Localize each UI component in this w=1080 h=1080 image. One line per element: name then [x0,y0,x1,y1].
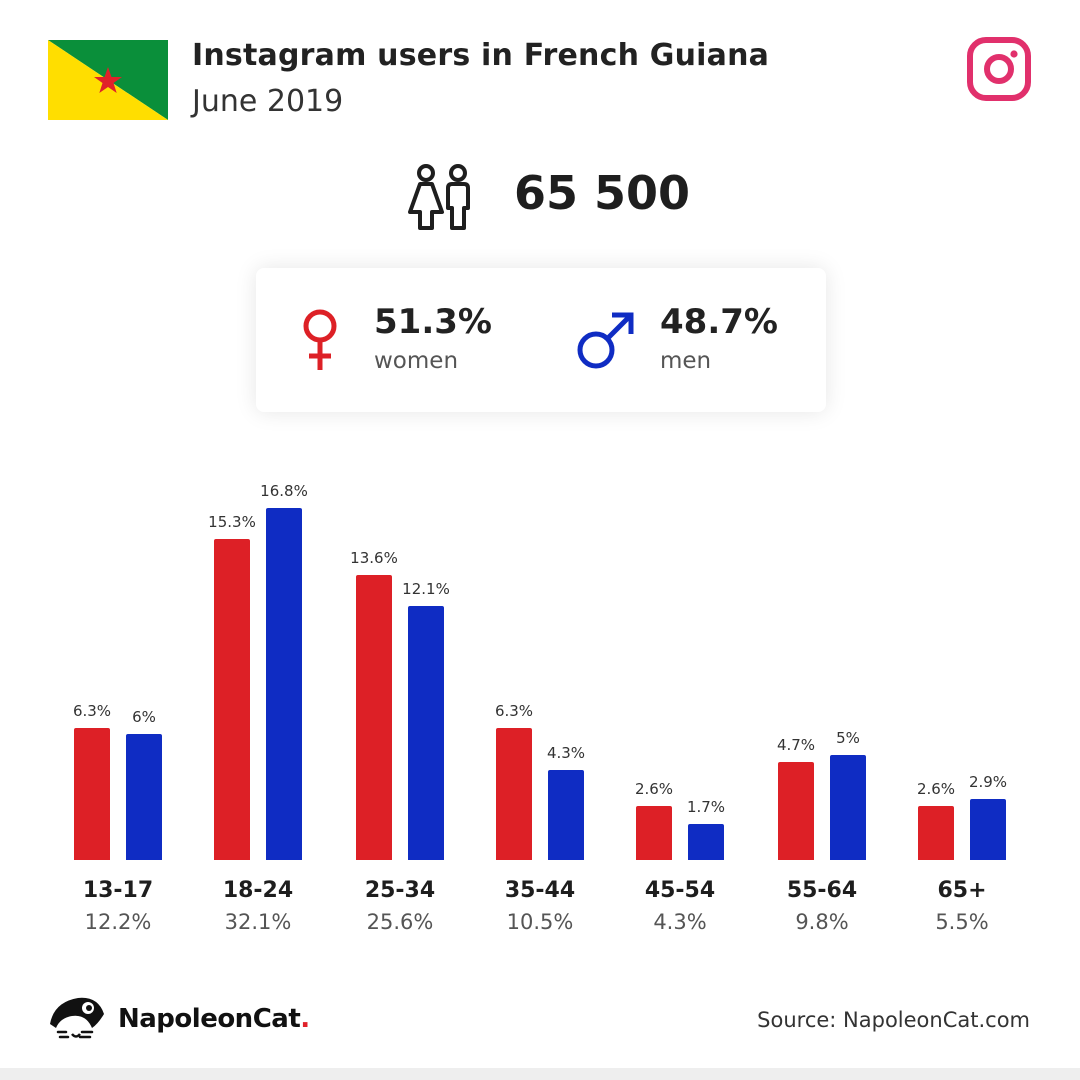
men-bar [126,734,162,860]
age-group-label: 45-54 [644,878,716,903]
men-value-label: 5% [836,729,860,747]
male-symbol-icon [574,310,636,376]
women-value-label: 13.6% [350,549,398,567]
women-value-label: 6.3% [72,702,112,720]
men-bar [970,799,1006,860]
women-percentage: 51.3% [374,302,492,342]
page-title: Instagram users in French Guiana [192,38,770,73]
women-value-label: 4.7% [776,736,816,754]
napoleoncat-logo-icon [48,994,106,1044]
men-bar [830,755,866,860]
men-value-label: 4.3% [546,744,586,762]
women-value-label: 15.3% [208,513,256,531]
women-value-label: 6.3% [494,702,534,720]
women-value-label: 2.6% [634,780,674,798]
men-bar [408,606,444,860]
women-bar [778,762,814,860]
men-bar [266,508,302,860]
instagram-icon [966,36,1032,102]
women-value-label: 2.6% [916,780,956,798]
total-users-value: 65 500 [514,166,691,220]
age-group-total: 4.3% [653,910,707,934]
men-value-label: 1.7% [686,798,726,816]
women-bar [356,575,392,860]
men-percentage: 48.7% [660,302,778,342]
age-group-total: 9.8% [795,910,849,934]
men-bar [548,770,584,860]
men-bar [688,824,724,860]
age-gender-bar-chart: 6.3% 6% 13-17 12.2% 15.3% 16.8% 18-24 32.1% 13.6… [0,440,1080,960]
age-group-total: 32.1% [224,910,292,934]
french-guiana-flag [48,40,168,120]
page-subtitle: June 2019 [192,84,344,119]
age-group-total: 5.5% [935,910,989,934]
brand-dot: . [300,1004,310,1034]
men-label: men [660,348,712,374]
source-credit: Source: NapoleonCat.com [757,1008,1030,1032]
men-value-label: 16.8% [260,482,308,500]
age-group-total: 25.6% [366,910,434,934]
age-group-label: 35-44 [504,878,576,903]
women-bar [74,728,110,860]
napoleoncat-brand: NapoleonCat. [118,1004,310,1034]
men-value-label: 12.1% [402,580,450,598]
women-bar [496,728,532,860]
gender-split-card: 51.3% women 48.7% men [256,268,826,412]
age-group-label: 65+ [937,878,987,903]
men-value-label: 2.9% [968,773,1008,791]
age-group-total: 10.5% [506,910,574,934]
women-bar [636,806,672,860]
women-bar [918,806,954,860]
people-icon [406,162,478,232]
men-value-label: 6% [132,708,156,726]
age-group-label: 55-64 [786,878,858,903]
bottom-strip [0,1068,1080,1080]
age-group-label: 18-24 [222,878,294,903]
age-group-total: 12.2% [84,910,152,934]
age-group-label: 25-34 [364,878,436,903]
women-bar [214,539,250,860]
women-label: women [374,348,459,374]
brand-name: NapoleonCat [118,1004,301,1034]
female-symbol-icon [300,308,340,376]
age-group-label: 13-17 [82,878,154,903]
